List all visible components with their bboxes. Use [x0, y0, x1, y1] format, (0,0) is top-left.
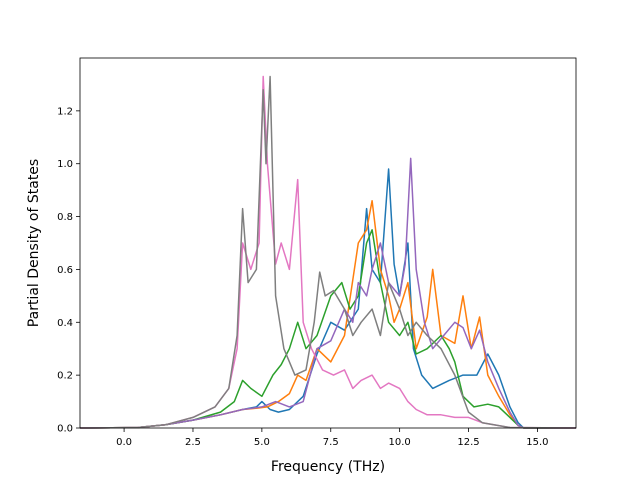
x-axis-label: Frequency (THz) — [271, 459, 385, 475]
y-tick-label: 0.2 — [57, 371, 73, 382]
y-tick-label: 0.6 — [57, 265, 73, 276]
x-tick-label: 5.0 — [254, 437, 270, 448]
plot-area — [80, 58, 576, 428]
series-line-5 — [79, 75, 577, 429]
y-tick-label: 0.4 — [57, 318, 73, 329]
axes-frame — [79, 57, 577, 429]
x-tick-label: 2.5 — [185, 437, 201, 448]
x-tick-label: 10.0 — [389, 437, 411, 448]
y-tick-label: 1.0 — [57, 159, 73, 170]
series-line-4 — [79, 157, 576, 429]
x-tick-label: 12.5 — [457, 437, 479, 448]
y-tick-label: 0.8 — [57, 212, 73, 223]
y-tick-label: 0.0 — [57, 424, 73, 435]
y-axis-ticks: 0.0 0.2 0.4 0.6 0.8 1.0 1.2 — [57, 106, 80, 435]
y-tick-label: 1.2 — [57, 106, 73, 117]
x-axis-ticks: 0.0 2.5 5.0 7.5 10.0 12.5 15.0 — [116, 428, 549, 448]
y-axis-label: Partial Density of States — [26, 159, 42, 327]
x-tick-label: 15.0 — [526, 437, 548, 448]
series-line-3 — [79, 229, 576, 429]
x-tick-label: 0.0 — [116, 437, 132, 448]
series-layer — [79, 75, 577, 429]
series-line-6 — [79, 75, 577, 429]
x-tick-label: 7.5 — [323, 437, 339, 448]
